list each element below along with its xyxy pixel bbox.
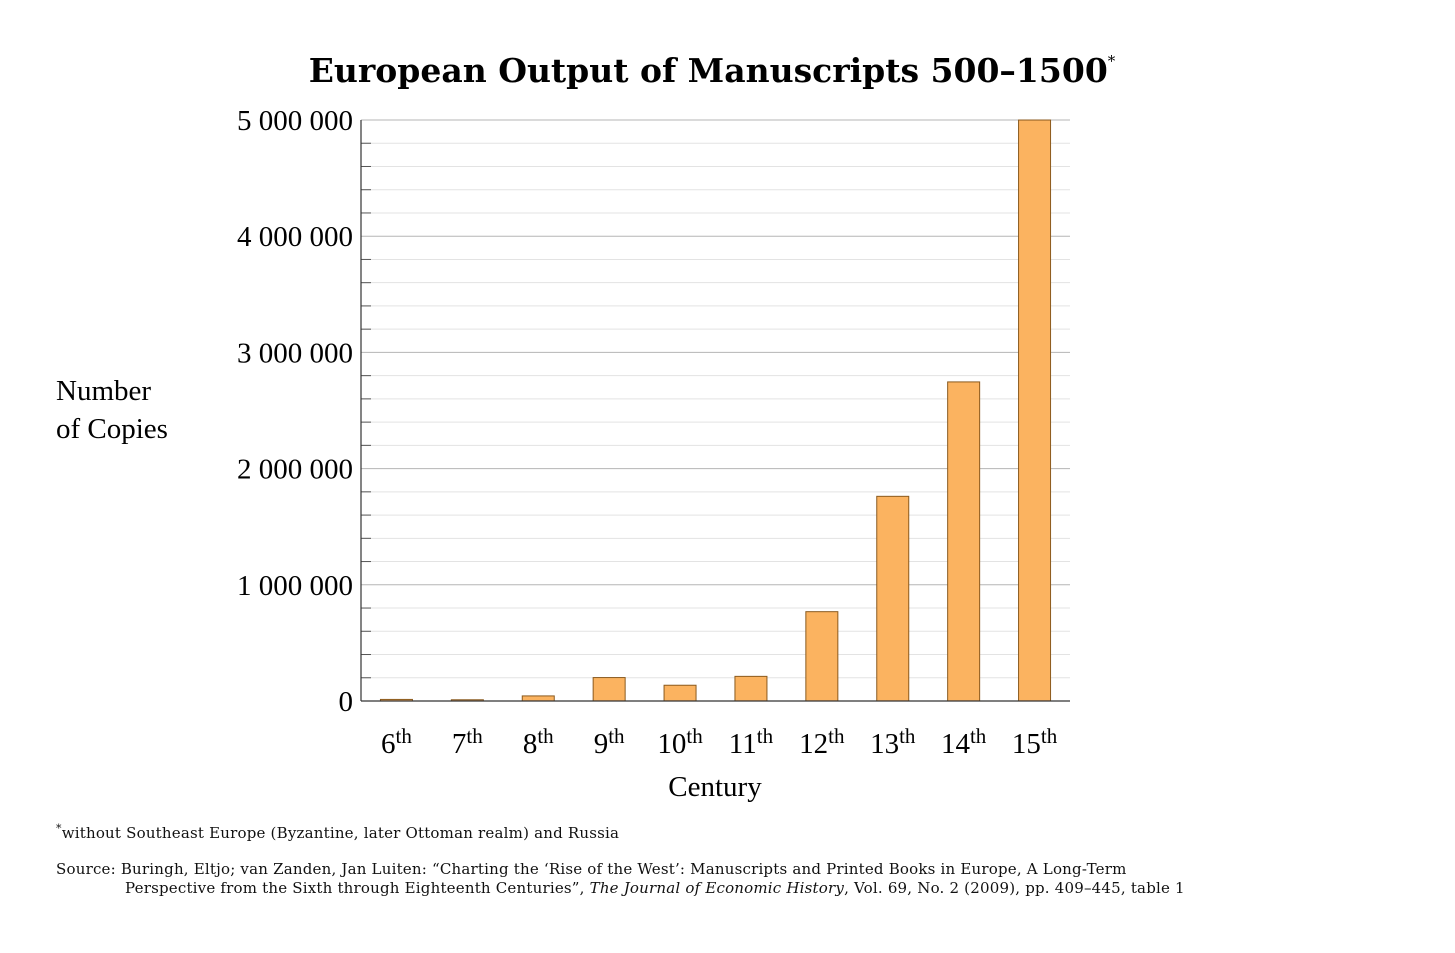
y-tick-label: 0 bbox=[339, 686, 354, 718]
source-text-1: Source: Buringh, Eltjo; van Zanden, Jan … bbox=[56, 860, 1127, 878]
y-tick-label: 1 000 000 bbox=[237, 570, 353, 602]
bar-15th bbox=[1018, 119, 1052, 702]
x-tick-labels: 6th 7th 8th 9th 10th 11th 12th 13th 14th 15th bbox=[381, 724, 1058, 760]
x-tick-label-13: 13th bbox=[870, 724, 916, 760]
footnote: *without Southeast Europe (Byzantine, la… bbox=[56, 822, 619, 842]
y-tick-label: 4 000 000 bbox=[237, 221, 353, 253]
source-journal: The Journal of Economic History bbox=[589, 879, 845, 897]
chart-title: European Output of Manuscripts 500–1500* bbox=[309, 51, 1116, 90]
footnote-text: without Southeast Europe (Byzantine, lat… bbox=[61, 824, 620, 842]
y-tick-label: 5 000 000 bbox=[237, 105, 353, 137]
x-tick-label-7: 7th bbox=[452, 724, 483, 760]
bar-8th bbox=[521, 695, 555, 702]
source-line-1: Source: Buringh, Eltjo; van Zanden, Jan … bbox=[56, 860, 1127, 878]
bar-12th bbox=[805, 611, 839, 702]
bar-13th bbox=[876, 495, 910, 702]
source-text-2a: Perspective from the Sixth through Eight… bbox=[125, 879, 590, 897]
y-tick-label: 2 000 000 bbox=[237, 454, 353, 486]
y-tick-labels: 0 1 000 000 2 000 000 3 000 000 4 000 000 5 0… bbox=[237, 105, 353, 718]
bar-11th bbox=[734, 675, 768, 702]
bar-9th bbox=[592, 677, 626, 702]
bars bbox=[379, 119, 1052, 702]
source-text-2b: , Vol. 69, No. 2 (2009), pp. 409–445, ta… bbox=[844, 879, 1185, 897]
y-tick-label: 3 000 000 bbox=[237, 337, 353, 369]
x-tick-label-12: 12th bbox=[799, 724, 845, 760]
x-tick-label-8: 8th bbox=[523, 724, 554, 760]
y-axis-label-line-2: of Copies bbox=[56, 413, 168, 445]
x-tick-label-14: 14th bbox=[941, 724, 987, 760]
x-tick-label-10: 10th bbox=[657, 724, 703, 760]
bar-14th bbox=[947, 381, 981, 702]
bar-10th bbox=[663, 684, 697, 702]
x-tick-label-6: 6th bbox=[381, 724, 412, 760]
title-footnote-mark: * bbox=[1108, 52, 1116, 70]
axes bbox=[360, 120, 1070, 702]
x-tick-label-11: 11th bbox=[729, 724, 774, 760]
x-tick-label-15: 15th bbox=[1012, 724, 1058, 760]
footnote-mark: * bbox=[56, 822, 62, 835]
x-axis-label: Century bbox=[668, 771, 762, 803]
source-line-2: Perspective from the Sixth through Eight… bbox=[125, 879, 1185, 897]
x-tick-label-9: 9th bbox=[594, 724, 625, 760]
y-axis-label-line-1: Number bbox=[56, 375, 151, 407]
